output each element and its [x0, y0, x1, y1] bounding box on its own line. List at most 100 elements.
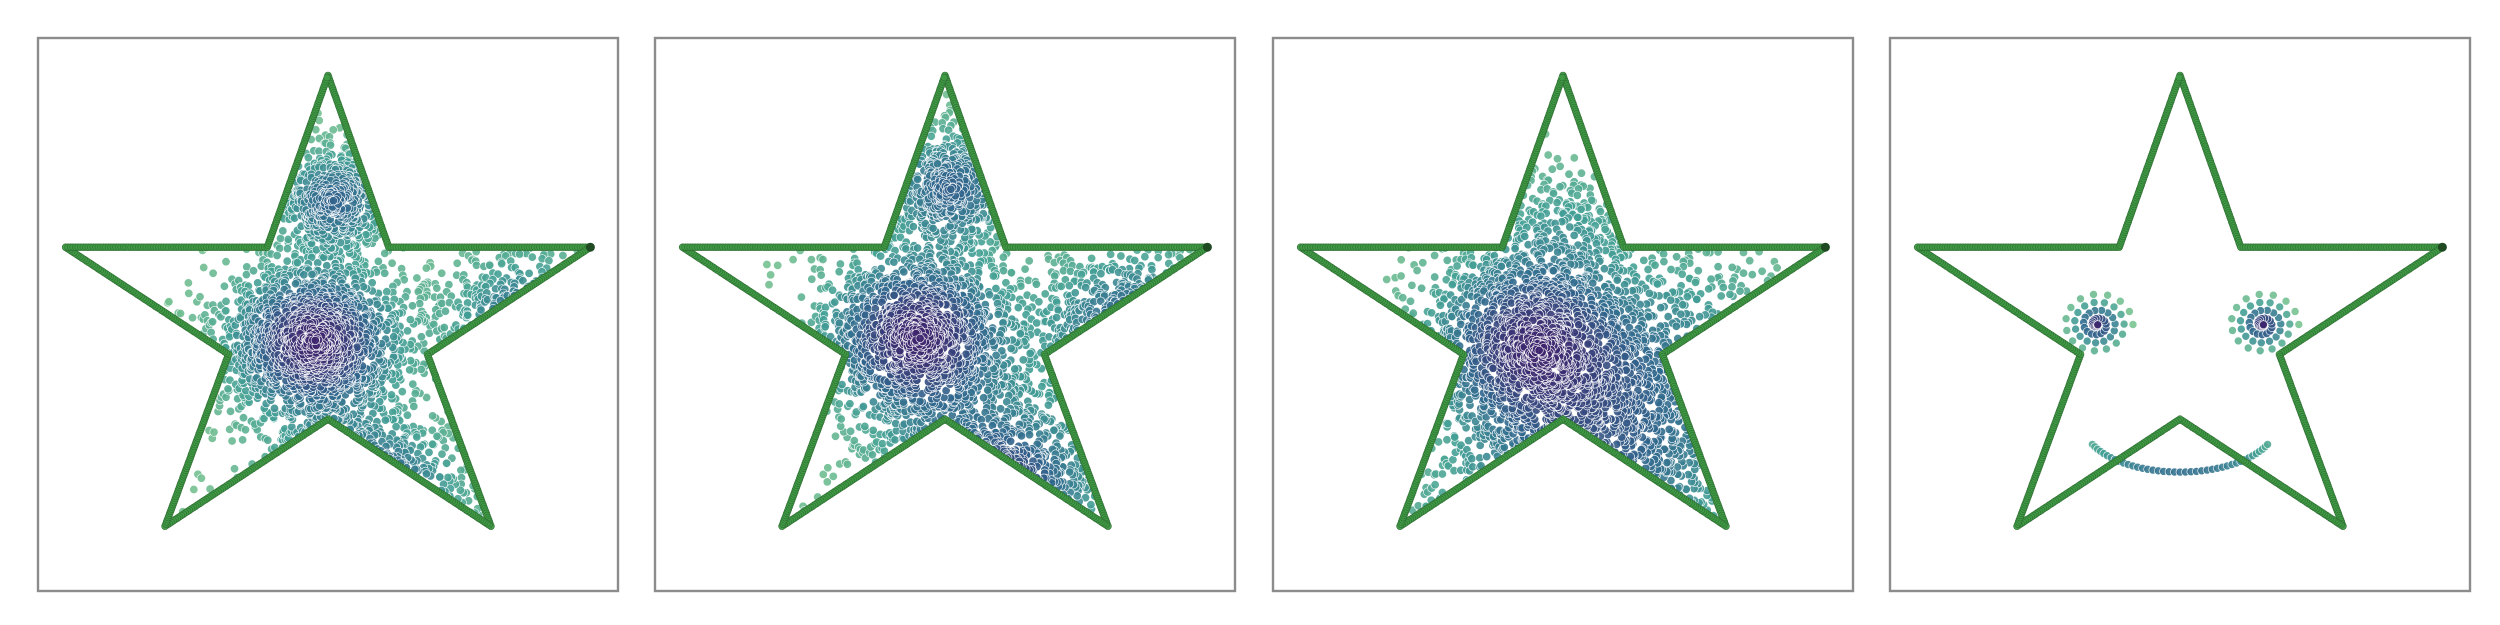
data-point	[928, 223, 938, 233]
data-point	[1025, 348, 1035, 358]
data-point	[912, 243, 922, 253]
data-point	[412, 432, 422, 442]
data-point	[823, 463, 833, 473]
data-point	[818, 255, 828, 265]
data-point	[485, 260, 495, 270]
data-point	[442, 458, 452, 468]
data-point	[195, 292, 205, 302]
data-point	[241, 425, 251, 435]
data-point	[397, 387, 407, 397]
data-point	[219, 281, 229, 291]
data-point	[416, 332, 426, 342]
data-point	[188, 313, 198, 323]
panel-1-content	[61, 71, 595, 530]
data-point	[1070, 288, 1080, 298]
data-point	[221, 296, 231, 306]
data-point	[408, 379, 418, 389]
data-point	[816, 270, 826, 280]
data-point	[858, 401, 868, 411]
data-point	[183, 278, 193, 288]
data-point	[439, 322, 449, 332]
data-point	[926, 131, 936, 141]
data-point	[432, 431, 442, 441]
outline-point	[323, 73, 331, 82]
data-point	[269, 403, 279, 413]
data-point	[820, 322, 830, 332]
data-point	[452, 258, 462, 268]
data-point	[278, 226, 288, 236]
data-point	[497, 259, 507, 269]
data-point	[842, 459, 852, 469]
data-point	[876, 251, 886, 261]
data-point	[437, 268, 447, 278]
data-point	[405, 365, 415, 375]
data-point	[239, 413, 249, 423]
data-point	[984, 290, 994, 300]
data-point	[199, 262, 209, 272]
data-point	[773, 260, 783, 270]
data-point	[860, 421, 870, 431]
data-point	[405, 315, 415, 325]
data-point	[834, 267, 844, 277]
data-point	[249, 266, 259, 276]
data-point	[1086, 500, 1096, 510]
data-point	[409, 401, 419, 411]
data-point	[402, 326, 412, 336]
data-point	[1064, 281, 1074, 291]
data-point	[1015, 329, 1025, 339]
data-point	[424, 447, 434, 457]
data-point	[1031, 279, 1041, 289]
data-point	[282, 256, 292, 266]
data-point	[421, 469, 431, 479]
data-point	[845, 399, 855, 409]
data-point	[1016, 431, 1026, 441]
data-point	[372, 299, 382, 309]
data-point	[1096, 269, 1106, 279]
data-point	[1056, 281, 1066, 291]
data-point	[558, 251, 568, 261]
data-point	[846, 426, 856, 436]
data-point	[1077, 269, 1087, 279]
data-point	[828, 285, 838, 295]
data-point	[263, 435, 273, 445]
data-point	[1006, 268, 1016, 278]
data-point	[828, 471, 838, 481]
data-point	[189, 484, 199, 494]
data-point	[380, 268, 390, 278]
data-point	[221, 257, 231, 267]
data-point	[437, 449, 447, 459]
data-point	[238, 435, 248, 445]
data-point	[422, 392, 432, 402]
data-point	[437, 298, 447, 308]
data-point	[806, 255, 816, 265]
data-point	[913, 174, 923, 184]
data-point	[1034, 297, 1044, 307]
data-point	[762, 259, 772, 269]
data-point	[164, 297, 174, 307]
data-point	[515, 249, 525, 259]
data-point	[299, 270, 309, 280]
data-point	[1153, 253, 1163, 263]
data-point	[998, 252, 1008, 262]
data-point	[386, 390, 396, 400]
data-point	[221, 306, 231, 316]
data-point	[463, 310, 473, 320]
data-point	[877, 439, 887, 449]
data-point	[435, 472, 445, 482]
data-point	[176, 308, 186, 318]
data-point	[527, 252, 537, 262]
data-point	[208, 317, 218, 327]
data-point	[1052, 312, 1062, 322]
data-point	[275, 234, 285, 244]
data-point	[796, 292, 806, 302]
data-point	[387, 258, 397, 268]
data-point	[1043, 400, 1053, 410]
data-point	[380, 248, 390, 258]
data-point	[402, 410, 412, 420]
data-point	[225, 424, 235, 434]
data-point	[282, 244, 292, 254]
data-point	[412, 273, 422, 283]
data-point	[456, 465, 466, 475]
data-point	[1106, 249, 1116, 259]
